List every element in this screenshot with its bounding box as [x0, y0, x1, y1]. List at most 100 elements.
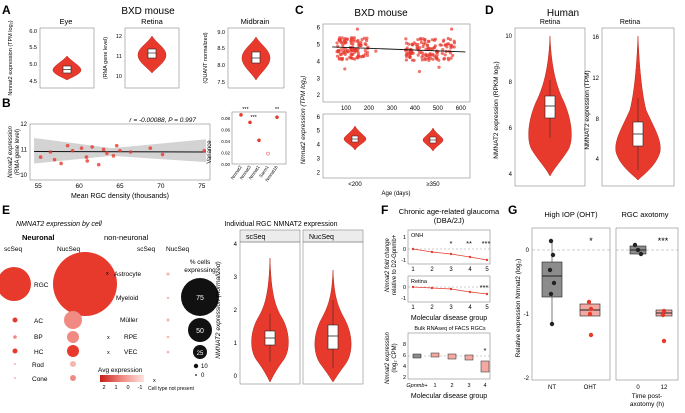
panel-e-facet-2: NucSeq	[309, 234, 334, 241]
panel-c-bottom-ytick: 2	[317, 170, 321, 176]
panel-b-variance-point	[275, 115, 279, 120]
panel-d-left-tick: 10	[505, 34, 512, 40]
panel-c-xlabel: Age (days)	[381, 191, 410, 197]
panel-c-fit-line	[332, 46, 466, 53]
panel-f-bottom-title: Bulk RNAseq of FACS RGCs	[414, 326, 485, 332]
panel-f-bot-ytick: 2	[403, 375, 406, 381]
panel-e-dot-rgc-scseq	[0, 267, 31, 301]
panel-c-ylabel: Nmnat2 expression (TPM log₂)	[300, 76, 307, 165]
panel-c-point	[351, 42, 355, 46]
panel-d-left-ylabel: NMNAT2 expression (RPKM log₂)	[493, 61, 500, 158]
panel-c-bottom-ytick: 3	[317, 157, 321, 163]
panel-b-point	[65, 143, 70, 148]
panel-c-point	[437, 58, 441, 62]
panel-e-dot-hc-scseq	[12, 348, 18, 354]
panel-f-bottom-xtick: 4	[483, 383, 486, 389]
panel-a-retina-ylabel: (RMA gene level)	[103, 37, 109, 79]
panel-c-point	[441, 39, 446, 43]
panel-e-title: NMNAT2 expression by cell	[16, 221, 102, 228]
panel-a-eye-tick: 4.5	[29, 79, 37, 85]
panel-b-variance-star: **	[275, 107, 280, 113]
panel-c-bottom-ytick: 5	[317, 129, 321, 135]
panel-g-nt-point	[549, 321, 555, 327]
panel-c-point	[427, 58, 431, 62]
panel-f-bot-ytick: 6	[403, 353, 406, 359]
panel-c-point	[426, 46, 430, 50]
panel-f-ylabel-bot-2: (log₂ CPM)	[392, 343, 398, 372]
panel-a-retina-title: Retina	[141, 17, 164, 26]
panel-f-onh-star: **	[466, 239, 472, 248]
panel-e-x-rpe: x	[107, 335, 110, 341]
panel-f-retina-point	[430, 286, 434, 290]
panel-c-bottom-ytick: 6	[317, 115, 321, 121]
panel-f-bot-box	[480, 360, 490, 373]
panel-c-group-old: ≥350	[426, 182, 440, 188]
panel-e-box-nucseq	[327, 324, 339, 350]
panel-b-variance-ylabel: Variance	[207, 140, 213, 164]
panel-b-xticks: 55 60 65 70 75	[35, 183, 206, 190]
panel-c-point	[352, 36, 356, 40]
panel-c-xtick: 600	[456, 106, 467, 112]
panel-f-bot-star: *	[484, 346, 487, 355]
panel-e-pct-title: % cells	[190, 259, 211, 266]
panel-c-point	[452, 41, 457, 45]
panel-c-point	[364, 39, 369, 43]
panel-c-letter: C	[295, 3, 304, 17]
panel-b-variance-ytick: 0.08	[221, 116, 230, 121]
panel-b-xlabel: Mean RGC density (thousands)	[71, 193, 169, 200]
panel-e-avg-tick: 2	[102, 385, 105, 391]
panel-e-right-ytick: 4	[234, 242, 238, 248]
panel-g-nt-point	[547, 267, 553, 273]
panel-b-variance-frame	[231, 111, 287, 165]
panel-c-point	[443, 43, 447, 47]
panel-f-retina-line	[412, 286, 488, 295]
panel-e-label-bp: BP	[34, 334, 43, 341]
panel-e-dot-cone-nucseq	[70, 375, 76, 381]
panel-c-point	[364, 52, 368, 56]
panel-e-dot-bp-nucseq	[67, 331, 79, 343]
panel-e-label-ac: AC	[34, 318, 43, 325]
panel-a-eye-tick: 5.5	[29, 45, 37, 51]
panel-e-np-label: Cell type not present	[148, 386, 194, 392]
panel-b-variance-ytick: 0.04	[221, 139, 230, 144]
panel-e-legend-0: 0	[201, 373, 205, 379]
panel-g-ytick: -1	[524, 312, 530, 318]
panel-b-variance-ytick: 0.06	[221, 127, 230, 132]
panel-f-onh-ytick: -1	[401, 258, 406, 264]
panel-a-retina-frame	[124, 27, 180, 89]
panel-e-legend-dot-75	[181, 278, 219, 316]
panel-c-point	[425, 43, 429, 47]
panel-b-point	[90, 145, 94, 149]
panel-c-point	[433, 45, 437, 50]
panel-e-right-ytick: 2	[234, 308, 238, 314]
panel-g-ytick: 0	[526, 248, 530, 254]
panel-e-label-myeloid: Myeloid	[116, 295, 139, 302]
panel-c-point	[418, 36, 423, 41]
panel-b-variance-star: ***	[250, 115, 257, 121]
panel-d-right-frame	[601, 27, 675, 187]
panel-c-point	[439, 43, 443, 47]
panel-f-retina-xticks: 1 2 3 4 5	[411, 305, 489, 311]
panel-b-point	[111, 154, 116, 158]
panel-c-point	[405, 46, 409, 50]
panel-f-onh-xtick: 2	[430, 267, 434, 273]
panel-e-right-title: Individual RGC NMNAT2 expression	[224, 221, 337, 228]
panel-e-nonneuronal: non-neuronal	[104, 233, 149, 242]
panel-a-midbrain-tick: 9.0	[217, 30, 225, 36]
panel-e-label-rgc: RGC	[34, 282, 49, 289]
panel-g-oht-point	[586, 299, 592, 305]
panel-c-point	[359, 40, 363, 44]
panel-c-point	[420, 55, 424, 59]
panel-f-retina-xtick: 5	[485, 305, 489, 311]
panel-c-point	[443, 53, 447, 57]
panel-g-nt-point	[548, 291, 554, 297]
panel-d-left-tick: 8	[509, 80, 513, 86]
panel-c-point	[431, 57, 435, 61]
panel-g-axo0-point	[635, 247, 641, 253]
panel-g-axo12-point	[661, 308, 667, 314]
panel-d-left-box	[544, 95, 556, 119]
panel-c-point	[350, 52, 354, 57]
panel-e-col-scseq-right: scSeq	[137, 246, 155, 253]
panel-b-point	[52, 157, 57, 162]
